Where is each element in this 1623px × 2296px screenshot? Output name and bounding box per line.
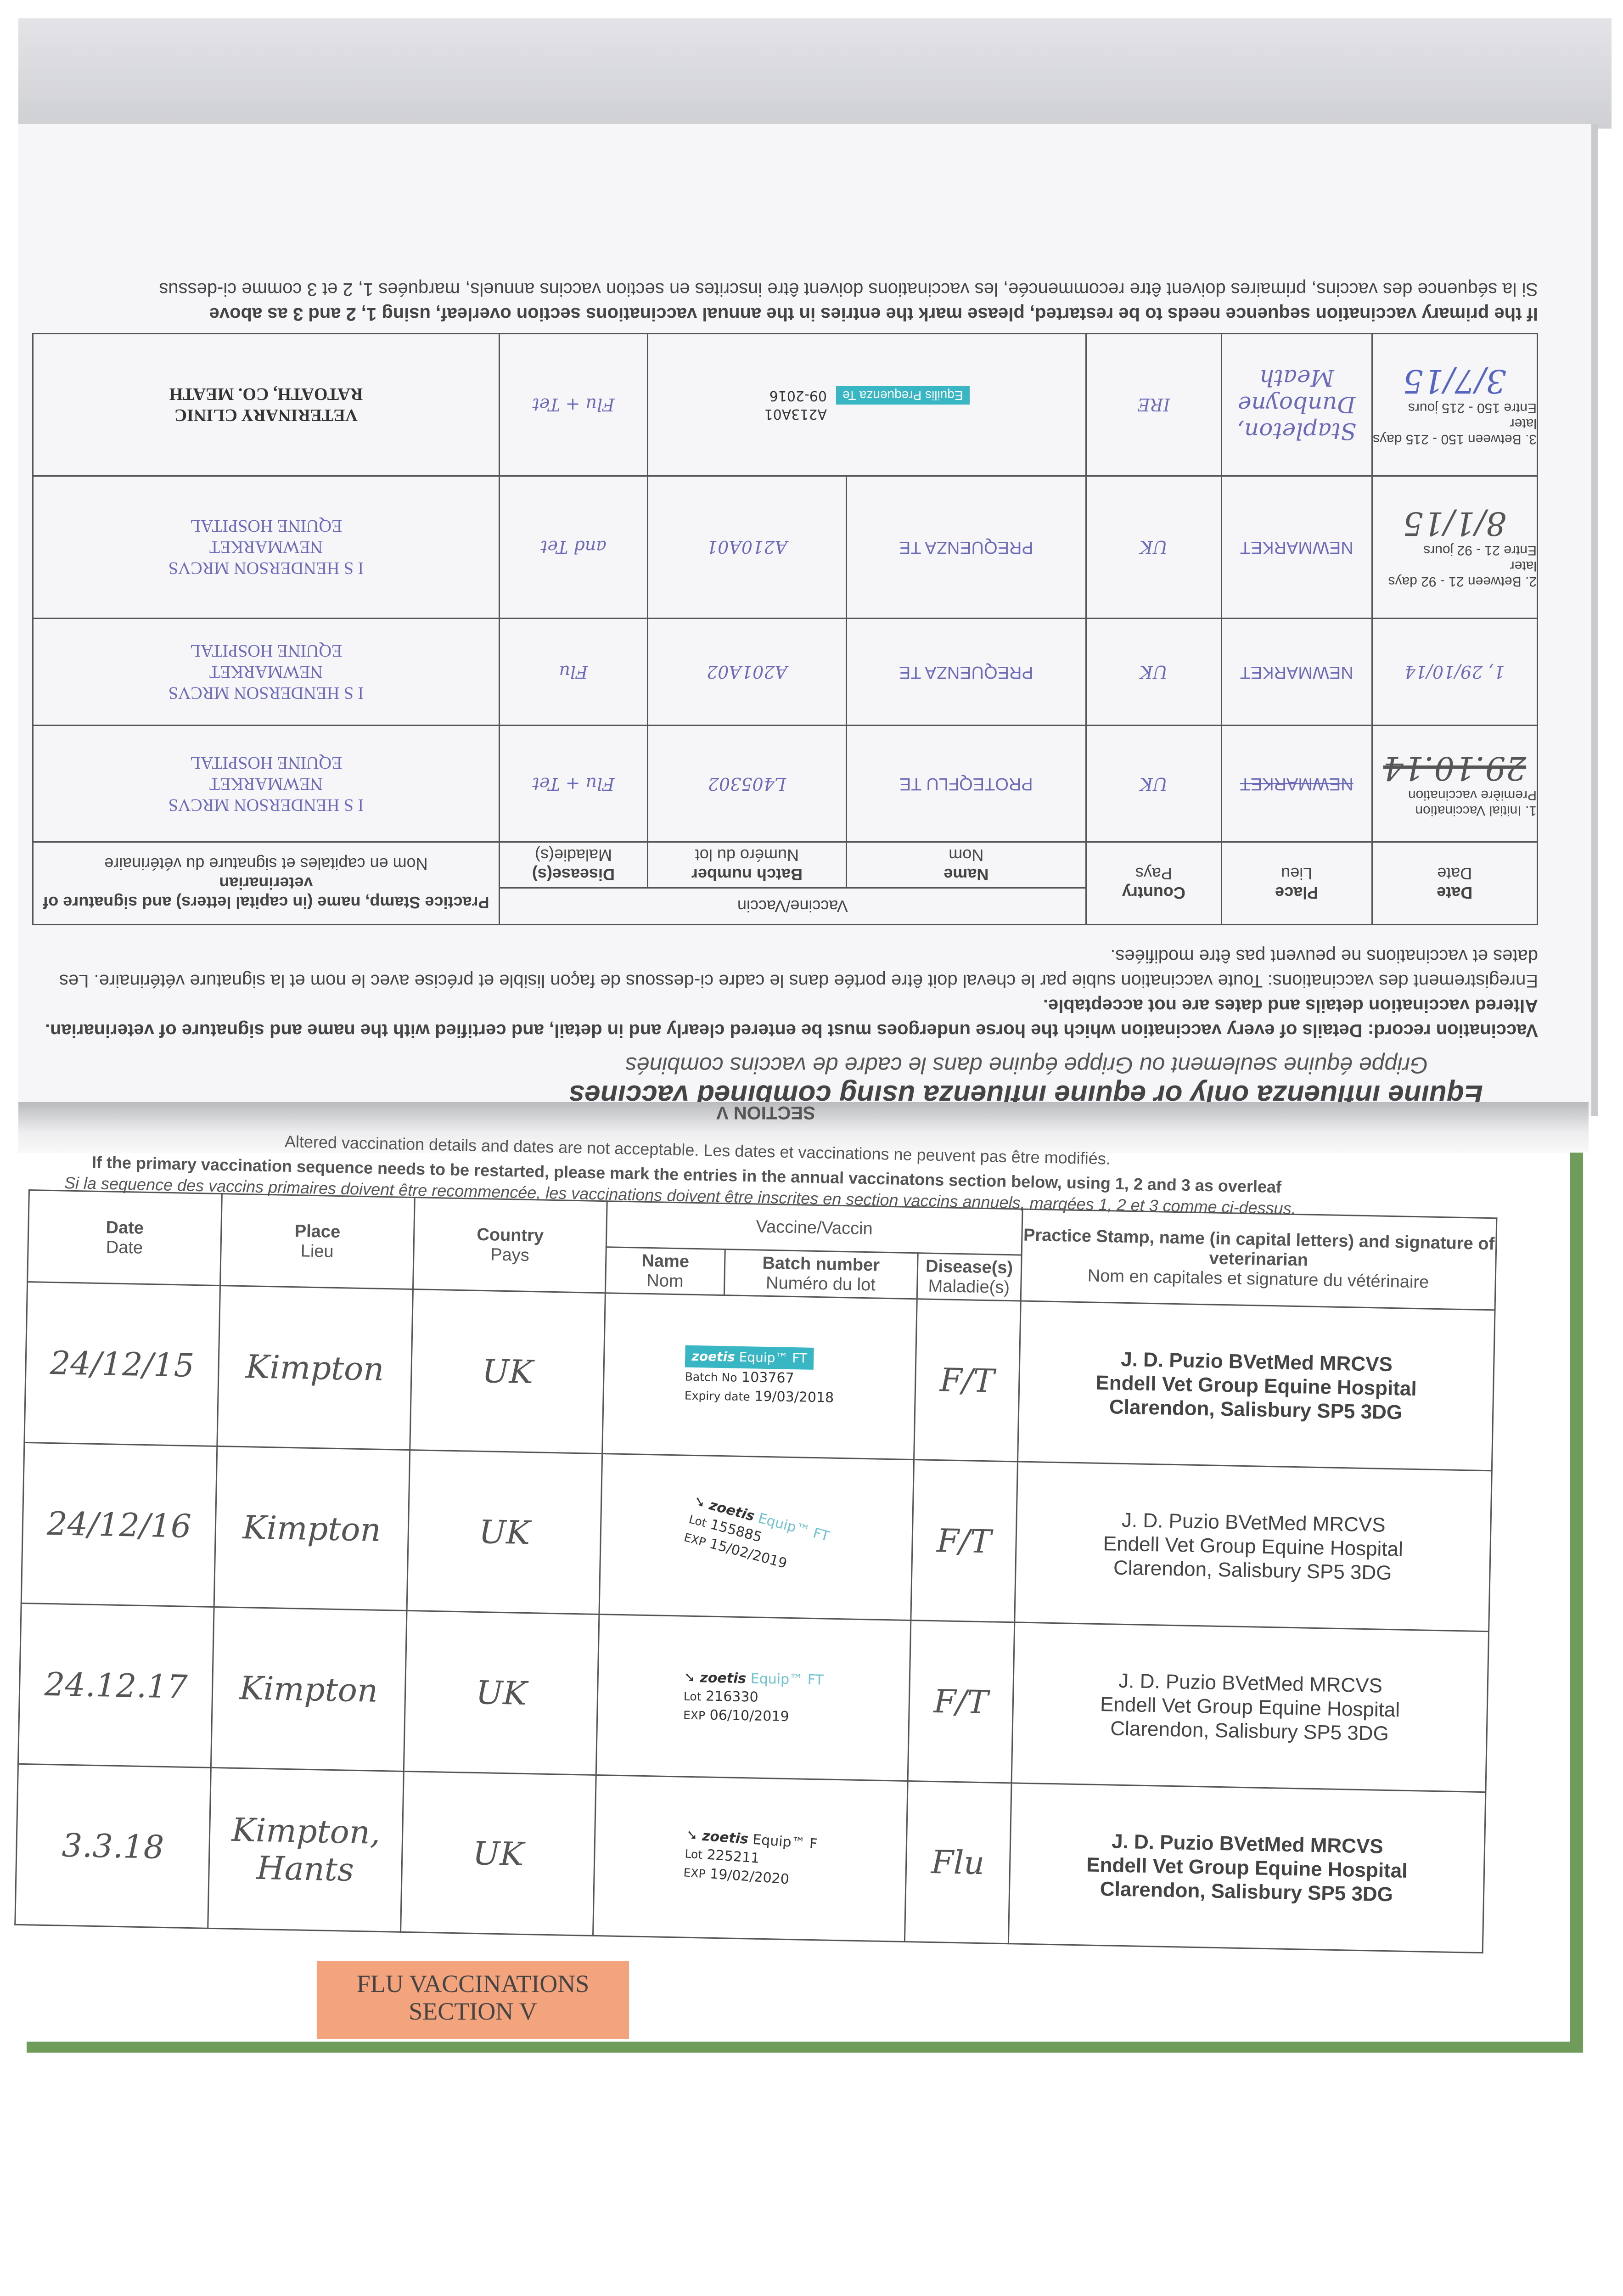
footer-en: If the primary vaccination sequence need… [209,304,1538,324]
vaccine-sticker: ➘ zoetis Equip™ FT Lot 216330 EXP 06/10/20… [596,1614,911,1781]
vaccine-sticker: ➘ zoetis Equip™ FT Lot 155885 EXP 15/02/20… [599,1453,914,1621]
vet-stamp: J. D. Puzio BVetMed MRCVS Endell Vet Grou… [1008,1783,1486,1953]
col-date: Date Date [1372,842,1538,925]
col-vaccine: Vaccine/Vaccin [499,888,1086,925]
table-row: 24.12.17 Kimpton UK ➘ zoetis Equip™ FT Lo… [18,1603,1489,1792]
col-stamp: Practice Stamp, name (in capital letters… [33,842,500,925]
table-row: 24/12/16 Kimpton UK ➘ zoetis Equip™ FT Lo… [21,1442,1492,1632]
vaccine-sticker: ➘ zoetis Equip™ F Lot 225211 EXP 19/02/202… [593,1775,908,1942]
table-row: 2. Between 21 - 92 days later Entre 21 - … [33,476,1538,619]
col-batch: Batch number Numéro du lot [647,842,847,888]
table-row: 3. Between 150 - 215 days later Entre 150… [33,333,1538,476]
col-disease: Disease(s) Maladie(s) [499,842,648,888]
section-title: SECTION V [716,1103,815,1123]
annual-vaccination-table: Date Date Place Lieu Country Pays Vaccine/V… [14,1189,1497,1953]
intro-en: Vaccination record: Details of every vac… [45,996,1538,1041]
table-row: 24/12/15 Kimpton UK zoetis Equip™ FT Batc… [24,1282,1495,1471]
section-tab-label: FLU VACCINATIONS SECTION V [317,1961,629,2039]
vet-stamp: J. D. Puzio BVetMed MRCVS Endell Vet Grou… [1011,1622,1489,1792]
page-fold [18,1102,1589,1153]
col-country: Country Pays [413,1197,607,1293]
col-disease: Disease(s) Maladie(s) [916,1253,1022,1301]
subheadline: Grippe équine seulement ou Grippe équine… [625,1052,1428,1078]
table-row: 1. Initial Vaccination Première vaccinati… [33,725,1538,842]
col-date: Date Date [27,1190,222,1286]
vet-stamp: I S HENDERSON MRCVS NEWMARKET EQUINE HOSPI… [33,618,500,726]
table-row: 3.3.18 Kimpton, Hants UK ➘ zoetis Equip™… [15,1764,1486,1953]
vet-stamp: J. D. Puzio BVetMed MRCVS Endell Vet Grou… [1017,1301,1495,1471]
vet-stamp: VETERINARY CLINIC RATOATH, CO. MEATH [33,333,500,476]
col-batch: Batch number Numéro du lot [724,1249,918,1299]
vaccine-sticker: zoetis Equip™ FT Batch No 103767 Expiry da… [602,1293,917,1460]
col-stamp: Practice Stamp, name (in capital letters… [1020,1209,1497,1310]
footer-fr: Si la séquence des vaccins, primaires do… [159,279,1538,299]
upper-page-content-upside-down: Equine influenza only or equine influenz… [32,257,1538,1111]
col-name: Name Nom [605,1247,725,1295]
primary-vaccination-table: Date Date Place Lieu Country Pays Vaccine/V… [32,333,1538,925]
lower-page [27,1134,1583,2053]
intro-fr: Enregistrement des vaccinations: Toute v… [59,946,1538,991]
upper-page [18,124,1598,1116]
col-vaccine: Vaccine/Vaccin [606,1201,1022,1255]
vet-stamp: J. D. Puzio BVetMed MRCVS Endell Vet Grou… [1014,1461,1492,1632]
col-name: Name Nom [846,842,1086,888]
vaccine-sticker: Equilis Prequenza Te A213A01 09-2016 [647,333,1086,476]
col-country: Country Pays [1086,842,1222,925]
col-place: Place Lieu [1221,842,1372,925]
vet-stamp: I S HENDERSON MRCVS NEWMARKET EQUINE HOSPI… [33,476,500,619]
vet-stamp: I S HENDERSON MRCVS NEWMARKET EQUINE HOSPI… [33,725,500,842]
table-row: 1, 29/10/14 NEWMARKET UK PREQUENZA TE A2… [33,618,1538,726]
scan-background [18,18,1612,129]
col-place: Place Lieu [220,1193,415,1289]
